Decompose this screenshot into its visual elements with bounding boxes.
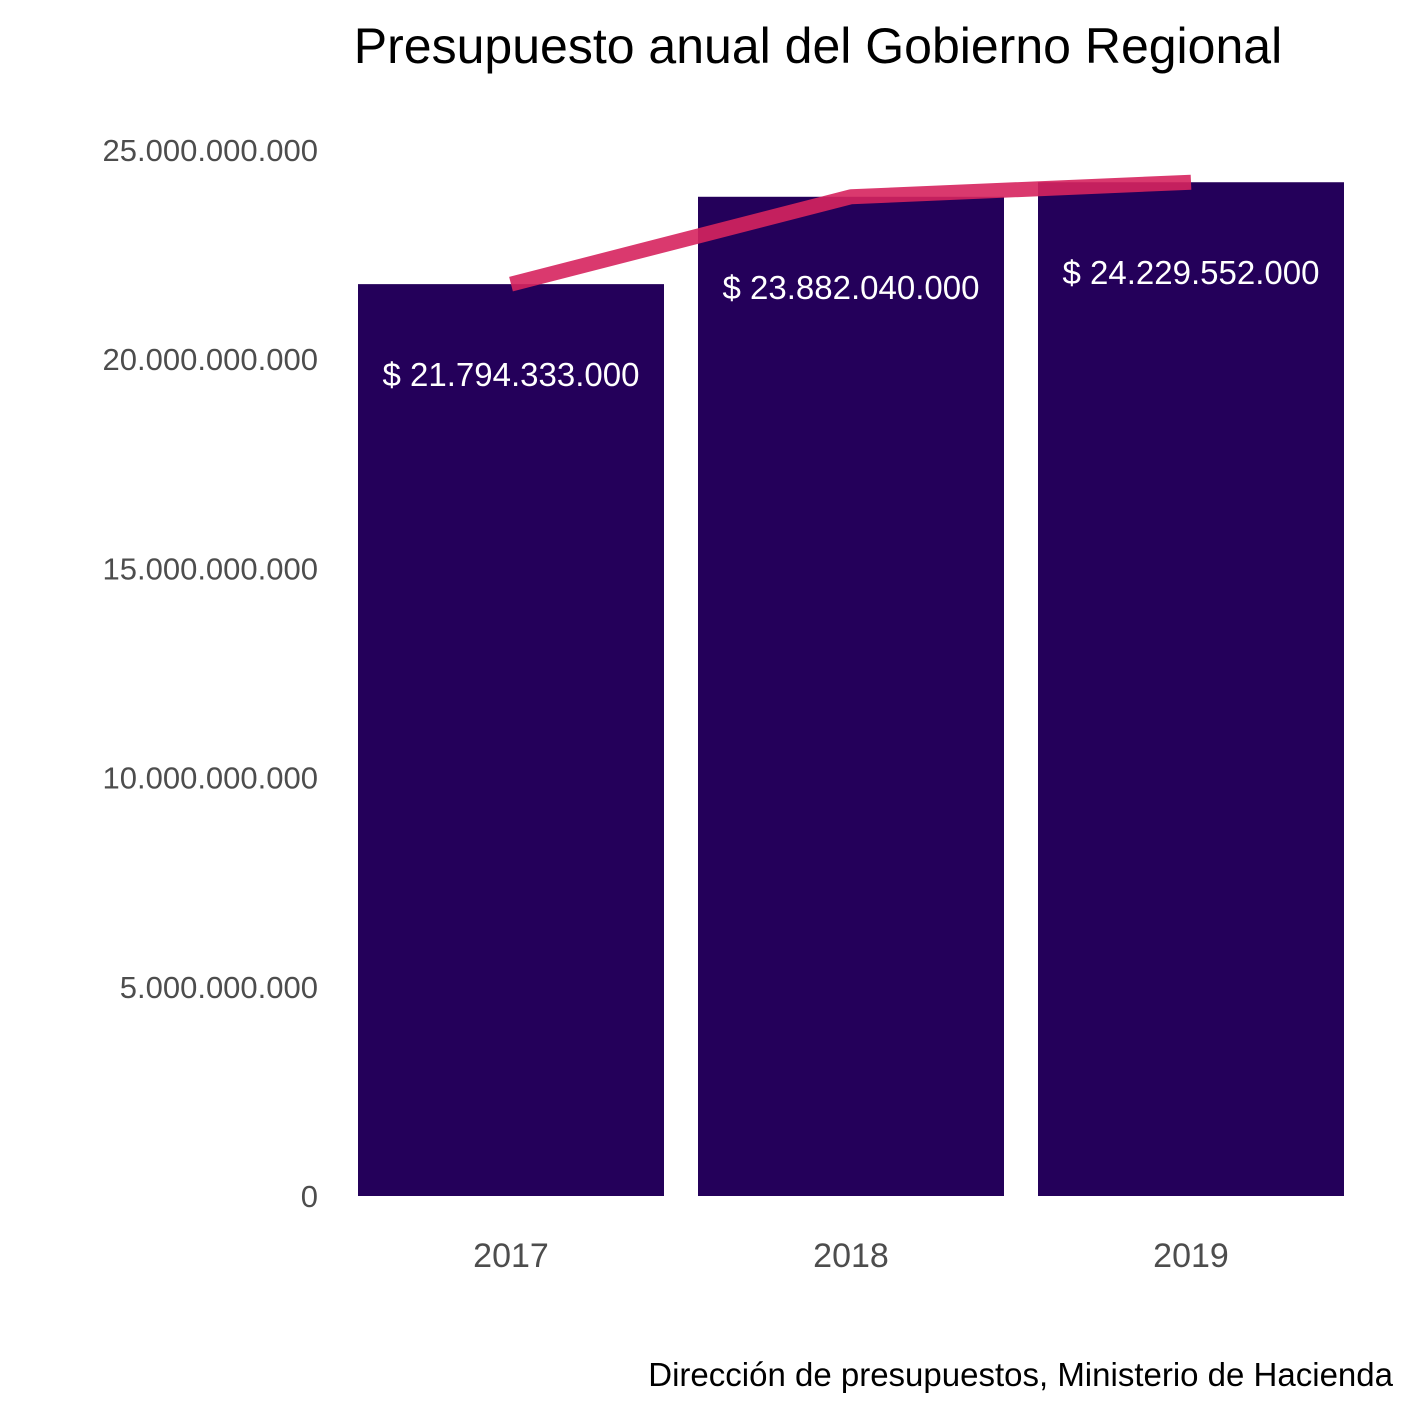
bar-2018 xyxy=(698,196,1004,1196)
y-axis: 0 5.000.000.000 10.000.000.000 15.000.000.0… xyxy=(103,133,319,1214)
bar-2017 xyxy=(358,284,664,1196)
bar-value-label: $ 21.794.333.000 xyxy=(383,356,640,393)
y-tick-label: 25.000.000.000 xyxy=(103,133,319,168)
y-tick-label: 20.000.000.000 xyxy=(103,342,319,377)
x-axis: 2017 2018 2019 xyxy=(473,1237,1229,1275)
x-tick-label: 2018 xyxy=(813,1237,889,1275)
y-tick-label: 5.000.000.000 xyxy=(120,970,318,1005)
bar-2019 xyxy=(1038,182,1344,1197)
bar-value-label: $ 23.882.040.000 xyxy=(723,269,980,306)
chart-caption: Dirección de presupuestos, Ministerio de… xyxy=(648,1356,1393,1393)
x-tick-label: 2017 xyxy=(473,1237,549,1275)
y-tick-label: 15.000.000.000 xyxy=(103,551,319,586)
x-tick-label: 2019 xyxy=(1153,1237,1229,1275)
y-tick-label: 0 xyxy=(301,1179,318,1214)
chart-title: Presupuesto anual del Gobierno Regional xyxy=(354,18,1282,74)
trend-line xyxy=(509,174,1192,292)
y-tick-label: 10.000.000.000 xyxy=(103,761,319,796)
trend-line-series xyxy=(509,174,1192,292)
bars xyxy=(358,182,1344,1197)
bar-value-label: $ 24.229.552.000 xyxy=(1063,254,1320,291)
value-labels: $ 21.794.333.000 $ 23.882.040.000 $ 24.229… xyxy=(383,254,1320,393)
